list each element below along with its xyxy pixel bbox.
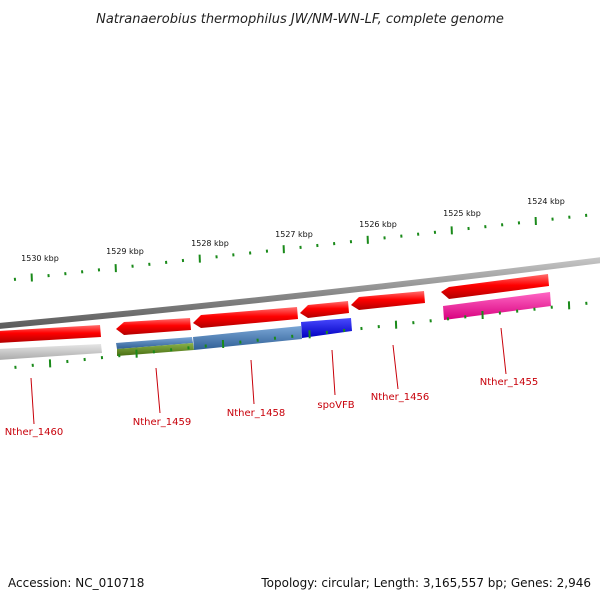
scale-label-1529: 1529 kbp	[106, 247, 144, 256]
band-steelblue-1458	[193, 326, 302, 350]
gene-arrows	[0, 274, 549, 343]
gene-label-spovfb[interactable]: spoVFB	[317, 400, 354, 411]
accession-text: Accession: NC_010718	[8, 576, 144, 590]
band-magenta-1455	[443, 292, 551, 320]
scale-label-1524: 1524 kbp	[527, 197, 565, 206]
inner-scale-ticks	[14, 301, 588, 369]
leader-nther-1455	[500, 327, 507, 375]
gene-arrow-nther-1459[interactable]	[116, 318, 191, 335]
label-leaders	[30, 327, 507, 425]
gene-arrow-spovfb[interactable]	[300, 301, 349, 318]
gene-label-nther-1456[interactable]: Nther_1456	[371, 392, 429, 403]
scale-label-1525: 1525 kbp	[443, 209, 481, 218]
gene-labels: Nther_1460 Nther_1459 Nther_1458 spoVFB …	[5, 377, 538, 438]
map-title: Natranaerobius thermophilus JW/NM-WN-LF,…	[96, 12, 504, 27]
gene-label-nther-1458[interactable]: Nther_1458	[227, 408, 285, 419]
gene-label-nther-1460[interactable]: Nther_1460	[5, 427, 63, 438]
scale-label-1530: 1530 kbp	[21, 254, 59, 263]
gene-label-nther-1455[interactable]: Nther_1455	[480, 377, 538, 388]
band-gray	[0, 344, 102, 360]
gene-arrow-nther-1455[interactable]	[441, 274, 549, 299]
scale-label-1527: 1527 kbp	[275, 230, 313, 239]
scale-label-1526: 1526 kbp	[359, 220, 397, 229]
leader-spovfb	[331, 349, 336, 396]
leader-nther-1458	[250, 359, 255, 405]
band-steelblue-1459	[116, 337, 193, 349]
leader-nther-1459	[155, 367, 161, 414]
band-blue-spovfb	[301, 318, 352, 338]
feature-bands	[0, 292, 551, 360]
leader-nther-1460	[30, 377, 35, 425]
leader-nther-1456	[392, 344, 399, 390]
gene-arrow-nther-1460[interactable]	[0, 325, 101, 343]
scale-labels: 1530 kbp 1529 kbp 1528 kbp 1527 kbp 1526…	[21, 197, 565, 263]
outer-scale-ticks	[13, 213, 588, 282]
gene-label-nther-1459[interactable]: Nther_1459	[133, 417, 191, 428]
gene-arrow-nther-1458[interactable]	[193, 307, 298, 328]
scale-label-1528: 1528 kbp	[191, 239, 229, 248]
gene-arrow-nther-1456[interactable]	[351, 291, 425, 310]
topology-text: Topology: circular; Length: 3,165,557 bp…	[260, 576, 591, 590]
genome-backbone	[0, 257, 600, 329]
